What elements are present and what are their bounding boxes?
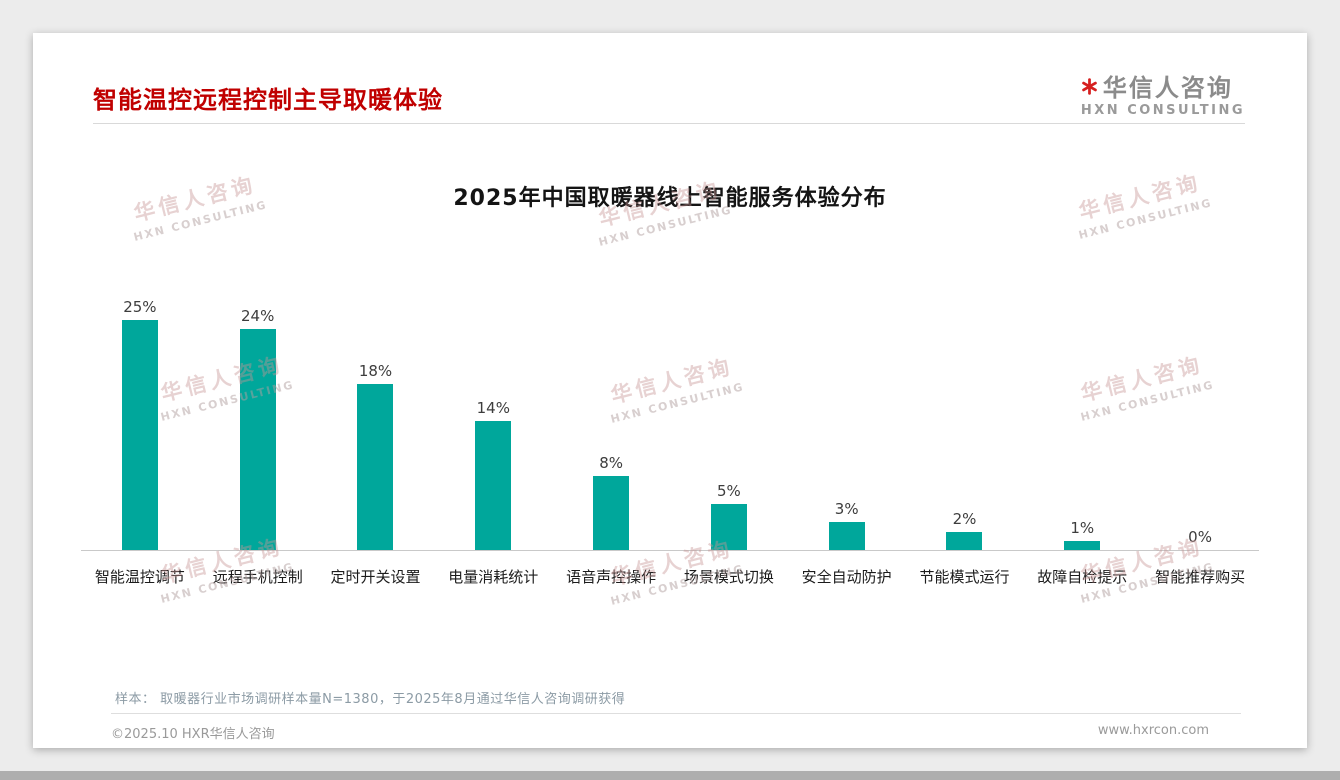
bar-group: 0% — [1141, 528, 1259, 550]
chart-title: 2025年中国取暖器线上智能服务体验分布 — [453, 186, 887, 211]
header-divider — [93, 123, 1245, 124]
bar-value-label: 24% — [241, 307, 275, 326]
bar-value-label: 1% — [1070, 518, 1095, 537]
bar-value-label: 0% — [1188, 528, 1212, 546]
bar — [1064, 540, 1101, 550]
chart-plot: 25% 24% 18% 14% 8% 5% 3% 2% 1% 0% — [81, 271, 1259, 551]
bar-group: 1% — [1023, 519, 1141, 550]
page-title: 智能温控远程控制主导取暖体验 — [93, 85, 443, 114]
bar — [946, 531, 983, 550]
sample-note: 样本： 取暖器行业市场调研样本量N=1380，于2025年8月通过华信人咨询调研… — [115, 692, 626, 707]
bar-category-label: 节能模式运行 — [919, 568, 1010, 586]
bar-category-label: 智能推荐购买 — [1155, 568, 1246, 586]
bar-group: 5% — [670, 482, 788, 550]
bar-group: 14% — [434, 399, 552, 550]
chart-labels: 智能温控调节 远程手机控制 定时开关设置 电量消耗统计 语音声控操作 场景模式切换 安全自动… — [81, 551, 1259, 587]
bar-value-label: 25% — [123, 298, 157, 316]
company-logo: 华信人咨询 HXN CONSULTING — [1080, 73, 1245, 120]
bar — [475, 421, 512, 550]
bar-group: 8% — [552, 454, 670, 550]
footer-row: ©2025.10 HXR华信人咨询 www.hxrcon.com — [111, 723, 1209, 742]
bar-category-label: 智能温控调节 — [94, 568, 185, 586]
header: 智能温控远程控制主导取暖体验 华信人咨询 HXN CONSULTING — [93, 71, 1245, 123]
bar-category-label: 安全自动防护 — [801, 568, 892, 586]
bar — [357, 384, 394, 550]
bar-value-label: 18% — [358, 362, 393, 381]
bar-category-label: 场景模式切换 — [683, 568, 774, 586]
footer-divider — [111, 713, 1241, 714]
logo-name: 华信人咨询 — [1102, 73, 1233, 102]
bar-group: 24% — [199, 307, 317, 550]
bar — [239, 329, 276, 550]
bar-category-label: 远程手机控制 — [212, 568, 303, 586]
copyright-text: ©2025.10 HXR华信人咨询 — [111, 727, 275, 742]
bottom-strip — [0, 771, 1340, 780]
bar-group: 2% — [906, 510, 1024, 550]
slide-card: 智能温控远程控制主导取暖体验 华信人咨询 HXN CONSULTING 2025… — [33, 33, 1307, 748]
bar-group: 25% — [81, 298, 199, 550]
bar-value-label: 5% — [716, 482, 741, 500]
bar — [828, 522, 865, 550]
bar-category-label: 电量消耗统计 — [448, 568, 539, 586]
bar — [121, 320, 158, 550]
bar-group: 3% — [788, 500, 906, 550]
bar-group: 18% — [317, 362, 435, 550]
logo-asterisk-icon — [1081, 78, 1098, 99]
bar-category-label: 故障自检提示 — [1037, 568, 1128, 586]
bar-value-label: 14% — [476, 399, 510, 418]
bar-chart: 25% 24% 18% 14% 8% 5% 3% 2% 1% 0% 智能温控调节 远程手机控制 定时开… — [81, 271, 1259, 587]
bar-category-label: 定时开关设置 — [330, 568, 421, 586]
bar-value-label: 8% — [599, 454, 623, 473]
bar — [710, 504, 747, 550]
bar-value-label: 3% — [834, 500, 859, 519]
bar — [593, 476, 630, 550]
website-text: www.hxrcon.com — [1097, 723, 1209, 738]
logo-subtitle: HXN CONSULTING — [1080, 103, 1245, 119]
bar-value-label: 2% — [952, 509, 977, 528]
bar-category-label: 语音声控操作 — [566, 568, 657, 586]
